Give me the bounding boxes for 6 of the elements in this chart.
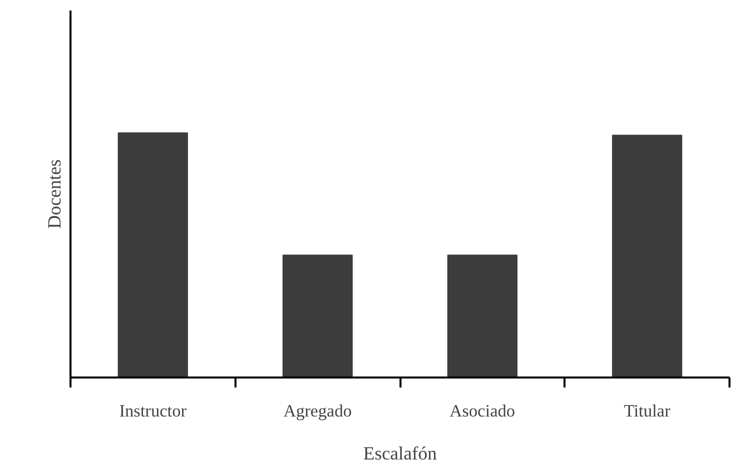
y-axis-title: Docentes bbox=[44, 159, 66, 229]
x-tick-label: Agregado bbox=[283, 402, 352, 420]
x-axis-title: Escalafón bbox=[363, 444, 438, 464]
x-tick-label: Titular bbox=[624, 402, 671, 420]
x-tick-label: Asociado bbox=[450, 402, 516, 420]
x-tick-label: Instructor bbox=[119, 402, 187, 420]
